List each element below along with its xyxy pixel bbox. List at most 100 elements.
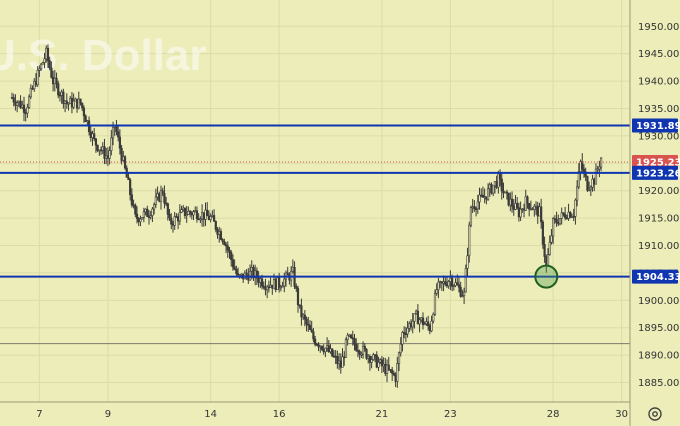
candle-body (233, 266, 236, 270)
candle-body (147, 216, 151, 218)
candle-body (298, 304, 301, 307)
candle-body (105, 155, 108, 159)
candle-body (96, 144, 99, 151)
candle-body (492, 185, 495, 194)
candle-body (40, 63, 43, 70)
time-tick-label: 30 (615, 409, 628, 420)
marker-circle (534, 264, 559, 289)
candle-body (144, 208, 147, 213)
candle-body (22, 104, 26, 113)
candle-body (216, 229, 219, 235)
candle-body (433, 293, 437, 315)
candle-body (428, 325, 431, 332)
candle-body (497, 173, 500, 188)
candle-body (81, 102, 84, 109)
candle-body (24, 112, 27, 114)
candle-body (260, 278, 264, 287)
candle-body (317, 344, 320, 348)
price-axis[interactable]: 1885.001890.001895.001900.001905.001910.… (638, 22, 679, 389)
candle-body (183, 207, 187, 217)
candle-body (320, 345, 324, 350)
candle-body (139, 218, 142, 223)
candle-body (48, 60, 51, 69)
candle-body (387, 364, 390, 370)
candle-body (166, 203, 169, 215)
candle-body (461, 295, 464, 298)
level-label-box (632, 155, 678, 170)
candle-body (190, 212, 193, 216)
candle-body (329, 348, 332, 352)
candle-body (223, 241, 226, 246)
candle-body (41, 62, 44, 65)
settings-button[interactable] (648, 407, 662, 421)
candle-body (512, 205, 515, 210)
price-tick-label: 1910.00 (638, 241, 679, 252)
candle-body (69, 97, 72, 104)
candle-body (257, 277, 260, 283)
candle-body (221, 239, 224, 242)
price-tick-label: 1930.00 (638, 131, 679, 142)
candle-body (74, 98, 77, 102)
candle-body (156, 193, 159, 198)
candle-body (533, 206, 536, 210)
candle-body (391, 369, 394, 374)
candle-body (356, 350, 360, 352)
candle-body (197, 218, 200, 220)
candle-body (445, 284, 449, 287)
candle-body (206, 209, 209, 217)
candle-body (236, 273, 240, 276)
candle-body (245, 272, 248, 276)
candle-body (224, 244, 228, 247)
candle-body (339, 360, 342, 368)
candle-body (228, 249, 231, 253)
candle-body (545, 256, 548, 267)
candle-body (177, 216, 180, 222)
candle-body (212, 215, 216, 222)
candle-body (432, 313, 435, 322)
candle-body (361, 345, 365, 355)
time-tick-label: 7 (36, 409, 42, 420)
candle-body (415, 310, 418, 314)
candle-body (353, 338, 356, 345)
candle-body (574, 199, 577, 217)
candle-body (29, 87, 32, 98)
candle-body (399, 343, 402, 354)
price-tick-label: 1895.00 (638, 323, 679, 334)
candle-body (529, 208, 532, 211)
gear-icon (648, 407, 662, 421)
candle-body (110, 137, 113, 151)
candle-body (101, 146, 104, 151)
candle-body (536, 205, 539, 217)
candle-body (490, 184, 493, 194)
time-axis[interactable]: 7 9 14 16 21 23 28 30 (36, 409, 628, 420)
candle-body (214, 221, 217, 230)
candle-body (331, 348, 334, 357)
candle-body (519, 209, 522, 218)
candle-body (94, 138, 98, 146)
candle-body (488, 184, 491, 190)
candle-body (168, 214, 171, 219)
candle-body (439, 281, 442, 283)
candle-body (192, 211, 195, 216)
candle-body (579, 161, 582, 172)
candle-body (199, 218, 202, 221)
candle-body (493, 181, 497, 187)
candle-body (158, 193, 161, 202)
candle-body (10, 97, 14, 99)
candle-body (170, 217, 173, 225)
candle-body (425, 321, 428, 325)
time-tick-label: 28 (547, 409, 560, 420)
candle-body (123, 156, 127, 169)
candle-body (295, 286, 298, 289)
candle-body (538, 206, 541, 217)
candle-body (151, 208, 154, 216)
level-label-text: 1925.23 (636, 158, 680, 169)
candle-body (43, 58, 46, 63)
candle-body (502, 190, 505, 194)
candle-body (349, 334, 353, 339)
time-tick-label: 21 (376, 409, 389, 420)
candle-body (593, 178, 596, 185)
candle-body (348, 334, 351, 337)
candle-body (543, 244, 546, 257)
